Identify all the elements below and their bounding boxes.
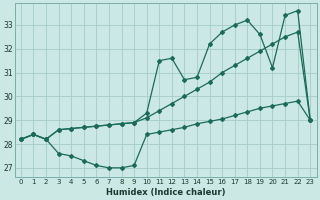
X-axis label: Humidex (Indice chaleur): Humidex (Indice chaleur) bbox=[106, 188, 225, 197]
